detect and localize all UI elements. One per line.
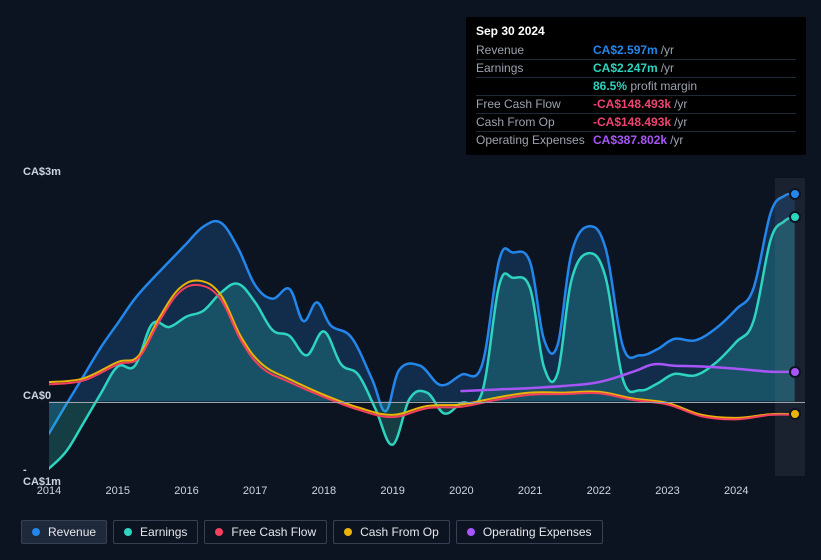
x-tick: 2020 bbox=[449, 485, 473, 497]
legend-label: Cash From Op bbox=[360, 525, 439, 539]
tooltip-row-label: Free Cash Flow bbox=[476, 96, 593, 113]
x-axis: 2014201520162017201820192020202120222023… bbox=[49, 485, 805, 499]
legend-dot-icon bbox=[467, 528, 475, 536]
end-marker-cfo bbox=[789, 408, 801, 420]
end-marker-revenue bbox=[789, 188, 801, 200]
tooltip-row: RevenueCA$2.597m/yr bbox=[476, 42, 796, 59]
end-marker-opex bbox=[789, 366, 801, 378]
x-tick: 2014 bbox=[37, 485, 61, 497]
tooltip-row-unit: /yr bbox=[661, 42, 674, 59]
x-tick: 2015 bbox=[105, 485, 129, 497]
tooltip-row: Cash From Op-CA$148.493k/yr bbox=[476, 113, 796, 131]
tooltip-row: EarningsCA$2.247m/yr bbox=[476, 59, 796, 77]
tooltip-row-label: Revenue bbox=[476, 42, 593, 59]
legend-chip-cfo[interactable]: Cash From Op bbox=[333, 520, 450, 544]
x-tick: 2019 bbox=[380, 485, 404, 497]
zero-line bbox=[49, 402, 805, 403]
legend: Revenue Earnings Free Cash Flow Cash From O… bbox=[21, 520, 603, 544]
legend-label: Revenue bbox=[48, 525, 96, 539]
tooltip-row: Free Cash Flow-CA$148.493k/yr bbox=[476, 95, 796, 113]
tooltip-row-label: Cash From Op bbox=[476, 114, 593, 131]
tooltip-subrow: 86.5% profit margin bbox=[476, 77, 796, 95]
tooltip-row-unit: /yr bbox=[661, 60, 674, 77]
legend-chip-earnings[interactable]: Earnings bbox=[113, 520, 198, 544]
legend-dot-icon bbox=[344, 528, 352, 536]
x-tick: 2018 bbox=[312, 485, 336, 497]
tooltip-row-unit: /yr bbox=[674, 114, 687, 131]
tooltip-row-value: -CA$148.493k bbox=[593, 96, 671, 113]
x-tick: 2022 bbox=[587, 485, 611, 497]
legend-chip-fcf[interactable]: Free Cash Flow bbox=[204, 520, 327, 544]
financials-chart bbox=[49, 178, 805, 476]
tooltip-row-unit: /yr bbox=[674, 96, 687, 113]
tooltip-row: Operating ExpensesCA$387.802k/yr bbox=[476, 131, 796, 149]
x-tick: 2023 bbox=[655, 485, 679, 497]
legend-chip-opex[interactable]: Operating Expenses bbox=[456, 520, 603, 544]
tooltip-date: Sep 30 2024 bbox=[476, 23, 796, 40]
forecast-region bbox=[775, 178, 805, 476]
end-marker-earnings bbox=[789, 211, 801, 223]
legend-label: Free Cash Flow bbox=[231, 525, 316, 539]
x-tick: 2016 bbox=[174, 485, 198, 497]
legend-chip-revenue[interactable]: Revenue bbox=[21, 520, 107, 544]
x-tick: 2024 bbox=[724, 485, 748, 497]
tooltip-card: Sep 30 2024 RevenueCA$2.597m/yrEarningsC… bbox=[466, 17, 806, 155]
tooltip-row-value: CA$2.597m bbox=[593, 42, 658, 59]
y-axis-label: CA$3m bbox=[23, 166, 56, 178]
x-tick: 2021 bbox=[518, 485, 542, 497]
tooltip-row-unit: /yr bbox=[670, 132, 683, 149]
legend-dot-icon bbox=[124, 528, 132, 536]
legend-dot-icon bbox=[215, 528, 223, 536]
tooltip-row-value: CA$2.247m bbox=[593, 60, 658, 77]
legend-label: Earnings bbox=[140, 525, 187, 539]
tooltip-row-value: CA$387.802k bbox=[593, 132, 667, 149]
tooltip-row-label: Earnings bbox=[476, 60, 593, 77]
tooltip-row-label: Operating Expenses bbox=[476, 132, 593, 149]
chart-svg bbox=[49, 178, 805, 476]
x-tick: 2017 bbox=[243, 485, 267, 497]
legend-dot-icon bbox=[32, 528, 40, 536]
legend-label: Operating Expenses bbox=[483, 525, 592, 539]
tooltip-row-value: -CA$148.493k bbox=[593, 114, 671, 131]
